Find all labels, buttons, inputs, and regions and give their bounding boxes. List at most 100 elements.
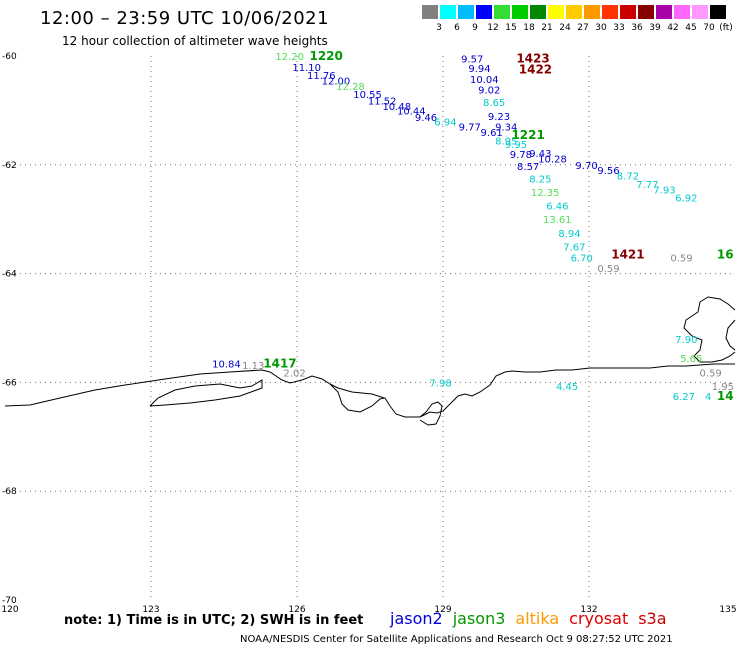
pass-time-label: 1421 bbox=[611, 248, 644, 262]
lon-label: 123 bbox=[142, 605, 159, 615]
wave-height-value: 9.56 bbox=[597, 166, 619, 177]
wave-height-value: 9.46 bbox=[415, 113, 437, 124]
legend-swatch bbox=[674, 5, 691, 19]
legend-swatch bbox=[638, 5, 655, 19]
wave-height-value: 6.70 bbox=[571, 253, 593, 264]
coast-inlet-west bbox=[149, 379, 263, 407]
graticule bbox=[5, 56, 735, 600]
wave-height-value: 12.00 bbox=[322, 76, 351, 87]
wave-height-value: 1.13 bbox=[242, 361, 264, 372]
wave-height-value: 9.57 bbox=[461, 55, 483, 66]
legend-label: 39 bbox=[649, 23, 661, 33]
legend-label: 70 bbox=[703, 23, 715, 33]
lon-label: 132 bbox=[580, 605, 597, 615]
wave-height-value: 6.27 bbox=[673, 392, 695, 403]
legend-swatch bbox=[512, 5, 529, 19]
legend-label: 15 bbox=[505, 23, 517, 33]
lat-label: -62 bbox=[2, 161, 17, 171]
units-note: note: 1) Time is in UTC; 2) SWH is in fe… bbox=[64, 613, 364, 628]
wave-height-value: 6.92 bbox=[675, 193, 697, 204]
legend-swatch bbox=[476, 5, 493, 19]
legend-label: 3 bbox=[436, 23, 442, 33]
wave-height-observations: 12.2011.1011.7612.0012.2810.5511.5210.48… bbox=[212, 52, 734, 403]
footer-credit: NOAA/NESDIS Center for Satellite Applica… bbox=[240, 634, 673, 645]
legend-label: 6 bbox=[454, 23, 460, 33]
satellite-name: cryosat bbox=[569, 609, 629, 628]
wave-height-value: 8.65 bbox=[483, 98, 505, 109]
coast-island-east bbox=[683, 296, 736, 363]
wave-height-value: 12.28 bbox=[336, 82, 365, 93]
wave-height-value: 9.77 bbox=[459, 123, 481, 134]
legend-label: 36 bbox=[631, 23, 643, 33]
wave-height-value: 9.78 bbox=[510, 150, 532, 161]
legend-swatch bbox=[440, 5, 457, 19]
pass-time-label: 1221 bbox=[511, 128, 544, 142]
satellite-name: altika bbox=[515, 609, 560, 628]
wave-height-value: 7.98 bbox=[429, 378, 451, 389]
wave-height-value: 13.61 bbox=[543, 215, 572, 226]
wave-height-value: 12.35 bbox=[531, 188, 560, 199]
legend-swatch bbox=[584, 5, 601, 19]
legend-swatch bbox=[602, 5, 619, 19]
wave-height-value: 7.67 bbox=[563, 242, 585, 253]
map-title: 12:00 – 23:59 UTC 10/06/2021 bbox=[40, 8, 330, 29]
legend-label: 12 bbox=[487, 23, 499, 33]
wave-height-value: 11.52 bbox=[368, 97, 397, 108]
wave-height-value: 9.70 bbox=[575, 161, 597, 172]
lat-label: -60 bbox=[2, 52, 17, 62]
wave-height-value: 8.72 bbox=[617, 172, 639, 183]
wave-height-value: 1.95 bbox=[712, 382, 734, 393]
legend-label: 30 bbox=[595, 23, 607, 33]
legend-label: 27 bbox=[577, 23, 589, 33]
map-subtitle: 12 hour collection of altimeter wave hei… bbox=[62, 34, 328, 48]
wave-height-value: 10.48 bbox=[382, 102, 411, 113]
wave-height-value: 10.04 bbox=[470, 75, 499, 86]
wave-height-value: 10.84 bbox=[212, 359, 241, 370]
satellite-name: jason3 bbox=[452, 609, 506, 628]
coastline bbox=[4, 296, 736, 426]
wave-height-value: 4.45 bbox=[556, 382, 578, 393]
wave-height-value: 9.23 bbox=[488, 112, 510, 123]
satellite-name: jason2 bbox=[390, 609, 443, 628]
wave-height-value: 7.77 bbox=[636, 180, 658, 191]
wave-height-value: 8.94 bbox=[558, 229, 580, 240]
wave-height-value: 9.34 bbox=[495, 123, 517, 134]
wave-height-value: 7.93 bbox=[653, 185, 675, 196]
lon-label: 135 bbox=[719, 605, 736, 615]
legend-swatch bbox=[656, 5, 673, 19]
lon-label: 120 bbox=[1, 605, 18, 615]
pass-time-label: 14 bbox=[717, 389, 734, 403]
wave-height-value: 7.90 bbox=[675, 335, 697, 346]
wave-height-value: 9.94 bbox=[468, 64, 490, 75]
wave-height-value: 10.55 bbox=[353, 90, 382, 101]
wave-height-value: 11.10 bbox=[292, 63, 321, 74]
legend-swatch bbox=[530, 5, 547, 19]
wave-height-value: 0.59 bbox=[597, 264, 619, 275]
wave-height-value: 8.25 bbox=[529, 174, 551, 185]
legend-label: 33 bbox=[613, 23, 625, 33]
pass-time-label: 1423 bbox=[516, 52, 549, 66]
satellite-name: s3a bbox=[638, 609, 667, 628]
legend-swatch bbox=[710, 5, 727, 19]
satellite-legend: jason2 jason3 altika cryosat s3a bbox=[390, 609, 677, 628]
lat-label: -68 bbox=[2, 487, 17, 497]
wave-height-value: 8.95 bbox=[495, 136, 517, 147]
wave-height-value: 10.44 bbox=[397, 106, 426, 117]
wave-height-value: 2.02 bbox=[283, 369, 305, 380]
legend-label: 9 bbox=[472, 23, 478, 33]
legend-label: 21 bbox=[541, 23, 553, 33]
wave-height-value: 11.76 bbox=[307, 71, 336, 82]
wave-height-value: 6.46 bbox=[546, 202, 568, 213]
wave-height-value: 10.28 bbox=[538, 154, 567, 165]
legend-swatch bbox=[566, 5, 583, 19]
pass-time-label: 1422 bbox=[519, 63, 552, 77]
legend-swatch bbox=[422, 5, 439, 19]
legend-label: 42 bbox=[667, 23, 679, 33]
wave-height-value: 9.95 bbox=[505, 140, 527, 151]
wave-height-value: 5.65 bbox=[680, 354, 702, 365]
wave-height-value: 12.20 bbox=[275, 52, 304, 63]
lat-label: -70 bbox=[2, 596, 17, 606]
